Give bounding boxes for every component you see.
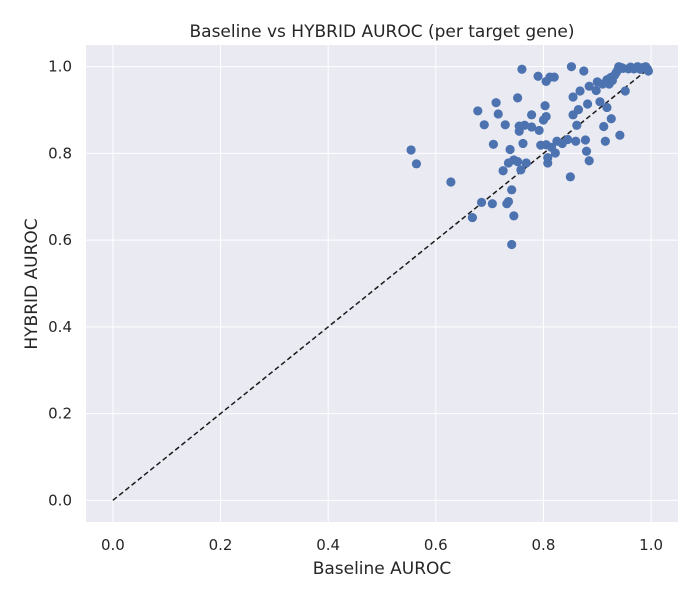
data-point bbox=[615, 130, 625, 140]
data-point bbox=[479, 120, 489, 130]
data-point bbox=[575, 86, 585, 96]
data-point bbox=[563, 134, 573, 145]
chart-title: Baseline vs HYBRID AUROC (per target gen… bbox=[190, 22, 575, 42]
data-point bbox=[584, 156, 594, 166]
data-point bbox=[516, 165, 526, 175]
data-point bbox=[643, 66, 654, 76]
data-point bbox=[600, 136, 610, 146]
data-point bbox=[507, 239, 517, 250]
data-point bbox=[579, 66, 589, 76]
data-point bbox=[493, 109, 503, 119]
data-point bbox=[500, 120, 510, 130]
data-point bbox=[507, 185, 517, 195]
y-tick-labels: 0.0 0.2 0.4 0.6 0.8 1.0 bbox=[48, 58, 72, 510]
data-point bbox=[572, 120, 582, 130]
data-point bbox=[513, 157, 523, 167]
data-point bbox=[584, 81, 594, 91]
data-point bbox=[473, 106, 483, 116]
data-point bbox=[573, 105, 584, 115]
data-point bbox=[620, 86, 630, 96]
data-point bbox=[476, 197, 487, 208]
x-tick-labels: 0.0 0.2 0.4 0.6 0.8 1.0 bbox=[101, 536, 663, 554]
data-point bbox=[527, 122, 537, 132]
y-tick-label: 1.0 bbox=[48, 58, 72, 76]
grid-lines bbox=[86, 45, 678, 522]
data-point bbox=[534, 125, 544, 136]
data-point bbox=[517, 64, 527, 74]
data-point bbox=[599, 121, 609, 132]
data-point bbox=[487, 199, 497, 209]
x-tick-label: 0.8 bbox=[532, 536, 556, 554]
data-point bbox=[550, 148, 560, 158]
y-tick-label: 0.0 bbox=[48, 491, 72, 509]
data-point bbox=[498, 166, 508, 176]
x-tick-label: 0.2 bbox=[209, 536, 233, 554]
data-point bbox=[566, 62, 577, 72]
y-axis-label: HYBRID AUROC bbox=[22, 218, 42, 349]
data-point bbox=[595, 97, 605, 107]
data-point bbox=[488, 139, 499, 149]
x-tick-label: 0.4 bbox=[316, 536, 340, 554]
data-point bbox=[606, 114, 616, 124]
data-point bbox=[543, 153, 553, 163]
data-point bbox=[503, 196, 514, 207]
data-point bbox=[467, 212, 478, 223]
data-point bbox=[580, 135, 591, 145]
data-point bbox=[541, 111, 551, 122]
data-point bbox=[527, 110, 537, 120]
data-point bbox=[509, 211, 519, 221]
data-point bbox=[513, 93, 523, 103]
data-point bbox=[540, 101, 550, 111]
data-point bbox=[549, 72, 559, 82]
data-point bbox=[518, 138, 528, 149]
data-point bbox=[491, 98, 501, 108]
data-point bbox=[568, 92, 578, 102]
reference-diagonal-line bbox=[112, 66, 652, 501]
data-points bbox=[406, 62, 654, 250]
data-point bbox=[521, 158, 531, 168]
x-tick-label: 0.0 bbox=[101, 536, 125, 554]
data-point bbox=[582, 99, 593, 109]
data-point bbox=[616, 62, 627, 73]
data-point bbox=[406, 145, 416, 155]
data-point bbox=[505, 144, 515, 155]
x-tick-label: 1.0 bbox=[639, 536, 663, 554]
x-axis-label: Baseline AUROC bbox=[313, 559, 452, 579]
x-tick-label: 0.6 bbox=[424, 536, 448, 554]
y-tick-label: 0.8 bbox=[48, 144, 72, 162]
data-point bbox=[565, 172, 575, 182]
data-point bbox=[581, 146, 592, 156]
y-tick-label: 0.6 bbox=[48, 231, 72, 249]
data-point bbox=[602, 102, 612, 113]
data-point bbox=[411, 159, 422, 169]
data-point bbox=[624, 63, 635, 73]
data-point bbox=[591, 85, 601, 96]
y-tick-label: 0.4 bbox=[48, 318, 72, 336]
data-point bbox=[571, 136, 581, 146]
data-point bbox=[520, 120, 530, 130]
data-point bbox=[533, 71, 543, 81]
y-tick-label: 0.2 bbox=[48, 405, 72, 423]
data-point bbox=[446, 177, 456, 187]
